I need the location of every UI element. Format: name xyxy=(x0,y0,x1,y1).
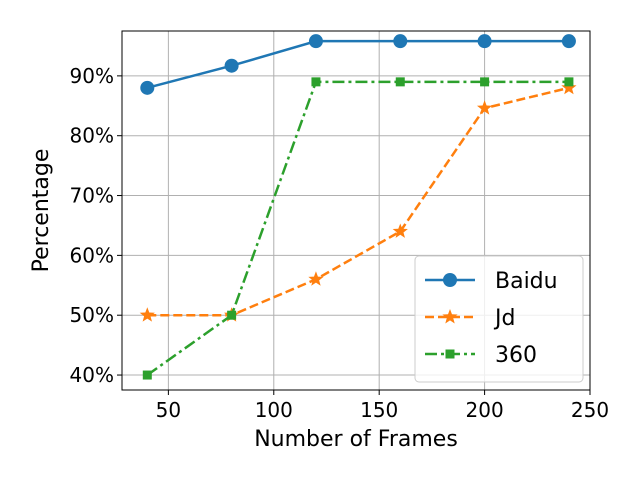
legend-entry: Baidu xyxy=(425,269,558,294)
x-tick-label: 100 xyxy=(255,398,293,422)
legend-entry: 360 xyxy=(425,343,537,368)
y-tick-label: 50% xyxy=(70,303,114,327)
data-point xyxy=(480,77,490,87)
data-point xyxy=(140,80,155,95)
series-baidu xyxy=(140,34,576,95)
x-tick-label: 250 xyxy=(571,398,609,422)
plot-frame xyxy=(121,30,591,391)
legend: Baidu Jd 360 xyxy=(414,255,584,383)
series-layer xyxy=(139,34,577,380)
legend-entry: Jd xyxy=(425,306,515,331)
series-line xyxy=(146,80,569,377)
data-point xyxy=(142,370,152,380)
y-tick-label: 80% xyxy=(70,124,114,148)
data-point xyxy=(139,307,155,322)
data-point xyxy=(477,34,492,49)
data-point xyxy=(442,309,458,324)
y-tick-label: 60% xyxy=(70,243,114,267)
y-axis-label: Percentage xyxy=(29,149,54,273)
data-point xyxy=(476,100,493,115)
x-tick-label: 50 xyxy=(156,398,181,422)
data-point xyxy=(445,349,455,359)
y-axis: 40% 50% 60% 70% 80% 90% xyxy=(70,64,122,387)
legend-label: Jd xyxy=(493,306,515,331)
legend-label: 360 xyxy=(495,343,537,368)
y-tick-label: 40% xyxy=(70,363,114,387)
legend-label: Baidu xyxy=(495,269,558,294)
y-tick-label: 90% xyxy=(70,64,114,88)
y-tick-label: 70% xyxy=(70,184,114,208)
x-axis-label: Number of Frames xyxy=(254,427,458,452)
data-point xyxy=(395,77,405,87)
data-point xyxy=(224,58,239,73)
data-point xyxy=(564,77,574,87)
series-360 xyxy=(142,77,574,380)
data-point xyxy=(561,34,576,49)
data-point xyxy=(393,34,408,49)
data-point xyxy=(392,223,408,238)
data-point xyxy=(308,34,323,49)
data-point xyxy=(308,271,324,286)
x-tick-label: 200 xyxy=(466,398,504,422)
data-point xyxy=(311,77,321,87)
x-axis: 50 100 150 200 250 xyxy=(156,390,609,422)
legend-box xyxy=(414,255,584,383)
series-line xyxy=(147,86,570,317)
data-point xyxy=(227,310,237,320)
x-tick-label: 150 xyxy=(360,398,398,422)
data-point xyxy=(443,273,457,287)
series-line xyxy=(146,39,569,90)
data-point xyxy=(561,79,577,95)
